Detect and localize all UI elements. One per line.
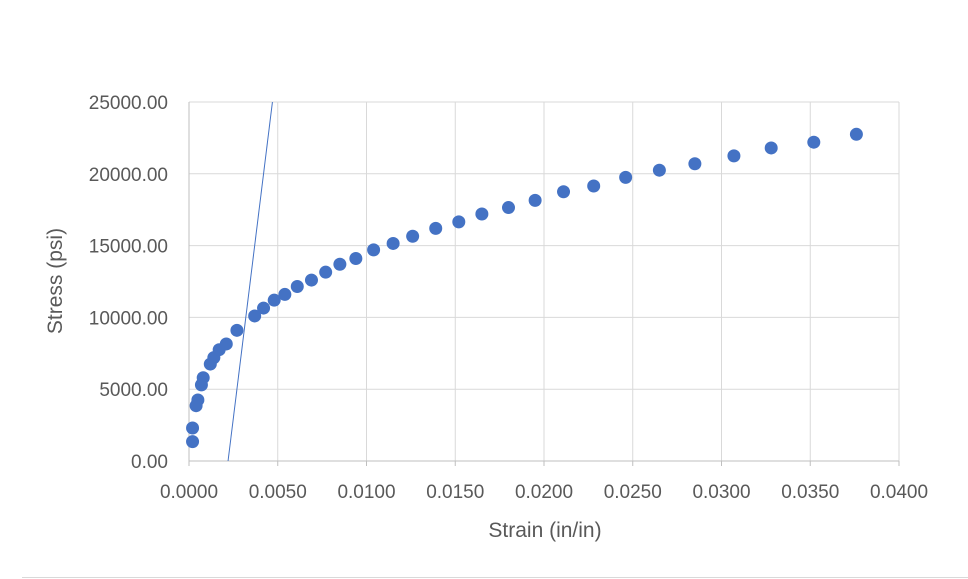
x-tick-label: 0.0100 bbox=[337, 482, 395, 503]
data-point bbox=[319, 265, 333, 279]
x-tick-label: 0.0300 bbox=[692, 482, 750, 503]
data-point bbox=[406, 229, 420, 243]
offset-line-series bbox=[227, 101, 273, 462]
y-tick-label: 25000.00 bbox=[89, 93, 168, 114]
y-tick-label: 0.00 bbox=[131, 452, 168, 473]
data-points bbox=[186, 127, 863, 449]
data-point bbox=[807, 135, 821, 149]
data-point bbox=[764, 141, 778, 155]
data-point bbox=[186, 421, 200, 435]
data-point bbox=[267, 293, 281, 307]
gridlines bbox=[188, 101, 900, 462]
x-tick-label: 0.0050 bbox=[249, 482, 307, 503]
data-point bbox=[196, 371, 210, 385]
data-point bbox=[849, 127, 863, 141]
x-tick-label: 0.0250 bbox=[604, 482, 662, 503]
data-point bbox=[727, 149, 741, 163]
x-tick-label: 0.0400 bbox=[870, 482, 928, 503]
data-point bbox=[528, 193, 542, 207]
data-point bbox=[619, 170, 633, 184]
data-point bbox=[257, 301, 271, 315]
data-point bbox=[230, 323, 244, 337]
axes bbox=[188, 102, 900, 466]
offset-line bbox=[227, 101, 273, 462]
x-tick-label: 0.0200 bbox=[515, 482, 573, 503]
data-point bbox=[688, 157, 702, 171]
data-point bbox=[248, 309, 262, 323]
data-point bbox=[386, 236, 400, 250]
x-tick-label: 0.0000 bbox=[160, 482, 218, 503]
bottom-divider bbox=[22, 577, 968, 578]
y-axis-title: Stress (psi) bbox=[44, 228, 67, 334]
y-tick-label: 15000.00 bbox=[89, 237, 168, 258]
data-point bbox=[290, 280, 304, 294]
data-point bbox=[349, 252, 363, 266]
x-tick-label: 0.0350 bbox=[781, 482, 839, 503]
x-tick-labels: 0.0000 0.0050 0.0100 0.0150 0.0200 0.0250 0.03… bbox=[160, 482, 928, 503]
data-point bbox=[191, 393, 205, 407]
data-point bbox=[587, 179, 601, 193]
data-point bbox=[557, 185, 571, 199]
data-point bbox=[278, 287, 292, 301]
y-tick-label: 10000.00 bbox=[89, 308, 168, 329]
data-point bbox=[429, 221, 443, 235]
data-point bbox=[452, 215, 466, 229]
y-tick-labels: 0.00 5000.00 10000.00 15000.00 20000.00 25000… bbox=[89, 93, 168, 473]
data-point bbox=[333, 257, 347, 271]
x-tick-label: 0.0150 bbox=[426, 482, 484, 503]
data-point bbox=[186, 435, 200, 449]
y-tick-label: 5000.00 bbox=[99, 380, 168, 401]
data-point bbox=[502, 201, 515, 215]
y-tick-label: 20000.00 bbox=[89, 165, 168, 186]
x-axis-title: Strain (in/in) bbox=[488, 519, 601, 542]
data-point bbox=[219, 337, 233, 351]
data-point bbox=[367, 243, 381, 257]
data-point bbox=[652, 163, 666, 177]
data-point bbox=[304, 273, 318, 287]
data-point bbox=[475, 207, 489, 221]
